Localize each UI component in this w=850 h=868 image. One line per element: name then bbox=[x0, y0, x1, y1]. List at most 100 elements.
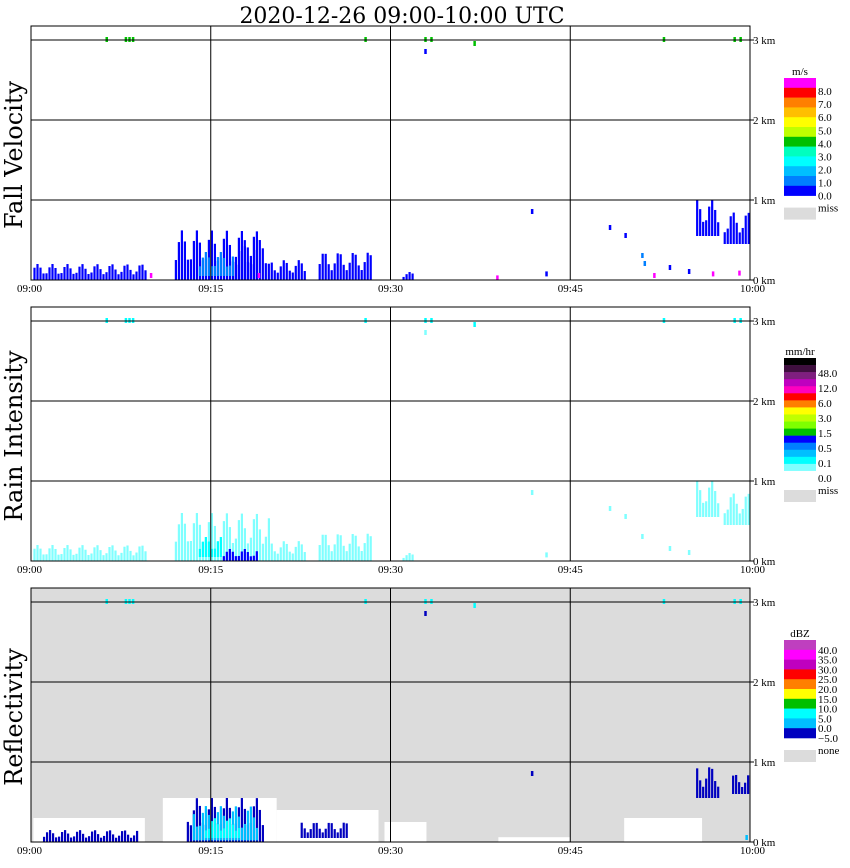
colorbar-swatch bbox=[784, 156, 816, 167]
clear-region bbox=[498, 837, 571, 842]
echo-column bbox=[294, 265, 297, 280]
echo-column bbox=[69, 268, 72, 280]
echo-column bbox=[246, 810, 249, 841]
echo-column bbox=[357, 546, 360, 561]
height-tick-label: 0 km bbox=[753, 556, 776, 568]
echo-column bbox=[117, 555, 120, 561]
echo-column bbox=[42, 273, 45, 280]
echo-column bbox=[291, 553, 294, 561]
echo-column bbox=[246, 247, 249, 280]
echo-column bbox=[351, 253, 354, 280]
echo-column bbox=[219, 537, 222, 557]
echo-column bbox=[336, 253, 339, 280]
colorbar-label: 5.0 bbox=[818, 713, 832, 725]
colorbar-label: 30.0 bbox=[818, 664, 838, 676]
height-tick-label: 1 km bbox=[753, 476, 776, 488]
colorbar-label: 3.0 bbox=[818, 151, 832, 163]
echo-column bbox=[231, 551, 234, 561]
echo-column bbox=[240, 513, 243, 561]
echo-column bbox=[249, 262, 252, 280]
colorbar-swatch bbox=[784, 393, 816, 401]
echo-column bbox=[126, 834, 130, 842]
colorbar-swatch bbox=[784, 728, 816, 739]
colorbar-label: 20.0 bbox=[818, 684, 838, 696]
clear-region bbox=[276, 810, 379, 842]
echo-column bbox=[120, 271, 123, 280]
colorbar-label: 0.1 bbox=[818, 458, 832, 470]
echo-column bbox=[135, 271, 138, 280]
echo-column bbox=[129, 269, 132, 280]
echo-column bbox=[732, 493, 735, 525]
echo-speck bbox=[711, 271, 715, 277]
echo-column bbox=[285, 543, 288, 561]
time-tick-label: 09:15 bbox=[198, 564, 224, 576]
colorbar-swatch bbox=[784, 407, 816, 415]
echo-column bbox=[363, 262, 366, 280]
colorbar-label: 6.0 bbox=[818, 398, 832, 410]
echo-column bbox=[243, 528, 246, 561]
colorbar-swatch bbox=[784, 365, 816, 373]
echo-speck bbox=[608, 225, 612, 230]
time-tick-label: 10:00 bbox=[740, 564, 766, 576]
echo-column bbox=[351, 534, 354, 561]
time-tick-label: 10:00 bbox=[740, 845, 766, 857]
echo-column bbox=[198, 805, 201, 842]
echo-column bbox=[225, 266, 228, 276]
echo-column bbox=[93, 547, 96, 561]
echo-column bbox=[732, 775, 735, 794]
echo-column bbox=[273, 270, 276, 280]
echo-column bbox=[696, 768, 699, 798]
echo-column bbox=[360, 270, 363, 280]
echo-column bbox=[747, 212, 750, 244]
echo-column bbox=[747, 493, 750, 525]
echo-column bbox=[711, 768, 714, 798]
colorbar-unit: m/s bbox=[792, 66, 808, 78]
echo-column bbox=[270, 262, 273, 280]
echo-speck bbox=[641, 253, 644, 258]
echo-column bbox=[57, 836, 61, 842]
echo-column bbox=[216, 257, 219, 276]
colorbar-swatch bbox=[784, 669, 816, 680]
echo-column bbox=[219, 806, 222, 841]
figure-title: 2020-12-26 09:00-10:00 UTC bbox=[239, 4, 564, 29]
echo-column bbox=[696, 200, 699, 236]
echo-column bbox=[177, 524, 180, 561]
echo-column bbox=[120, 831, 124, 842]
echo-column bbox=[327, 545, 330, 561]
echo-column bbox=[90, 553, 93, 561]
echo-column bbox=[732, 212, 735, 244]
echo-column bbox=[69, 549, 72, 561]
colorbar-label: 40.0 bbox=[818, 645, 838, 657]
echo-column bbox=[105, 272, 108, 280]
echo-column bbox=[705, 778, 708, 798]
echo-column bbox=[240, 551, 243, 561]
echo-column bbox=[81, 545, 84, 561]
echo-column bbox=[186, 541, 189, 561]
echo-column bbox=[132, 555, 135, 561]
echo-column bbox=[747, 775, 750, 794]
echo-column bbox=[204, 537, 207, 557]
colorbar-swatch bbox=[784, 136, 816, 147]
echo-column bbox=[126, 545, 129, 561]
echo-column bbox=[726, 509, 729, 525]
echo-column bbox=[324, 253, 327, 280]
echo-column bbox=[132, 274, 135, 280]
echo-column bbox=[297, 260, 300, 280]
colorbar-swatch bbox=[784, 400, 816, 408]
echo-column bbox=[108, 830, 112, 842]
colorbar-swatch bbox=[784, 463, 816, 472]
echo-column bbox=[243, 240, 246, 280]
echo-column bbox=[240, 250, 243, 280]
colorbar-swatch bbox=[784, 97, 816, 108]
echo-column bbox=[318, 545, 321, 561]
echo-column bbox=[276, 553, 279, 561]
echo-column bbox=[99, 550, 102, 561]
echo-column bbox=[42, 554, 45, 561]
echo-column bbox=[702, 221, 705, 236]
echo-column bbox=[249, 537, 252, 561]
echo-column bbox=[180, 230, 183, 280]
echo-column bbox=[57, 273, 60, 280]
echo-column bbox=[96, 545, 99, 561]
echo-column bbox=[207, 814, 210, 841]
time-tick-label: 09:00 bbox=[17, 564, 43, 576]
